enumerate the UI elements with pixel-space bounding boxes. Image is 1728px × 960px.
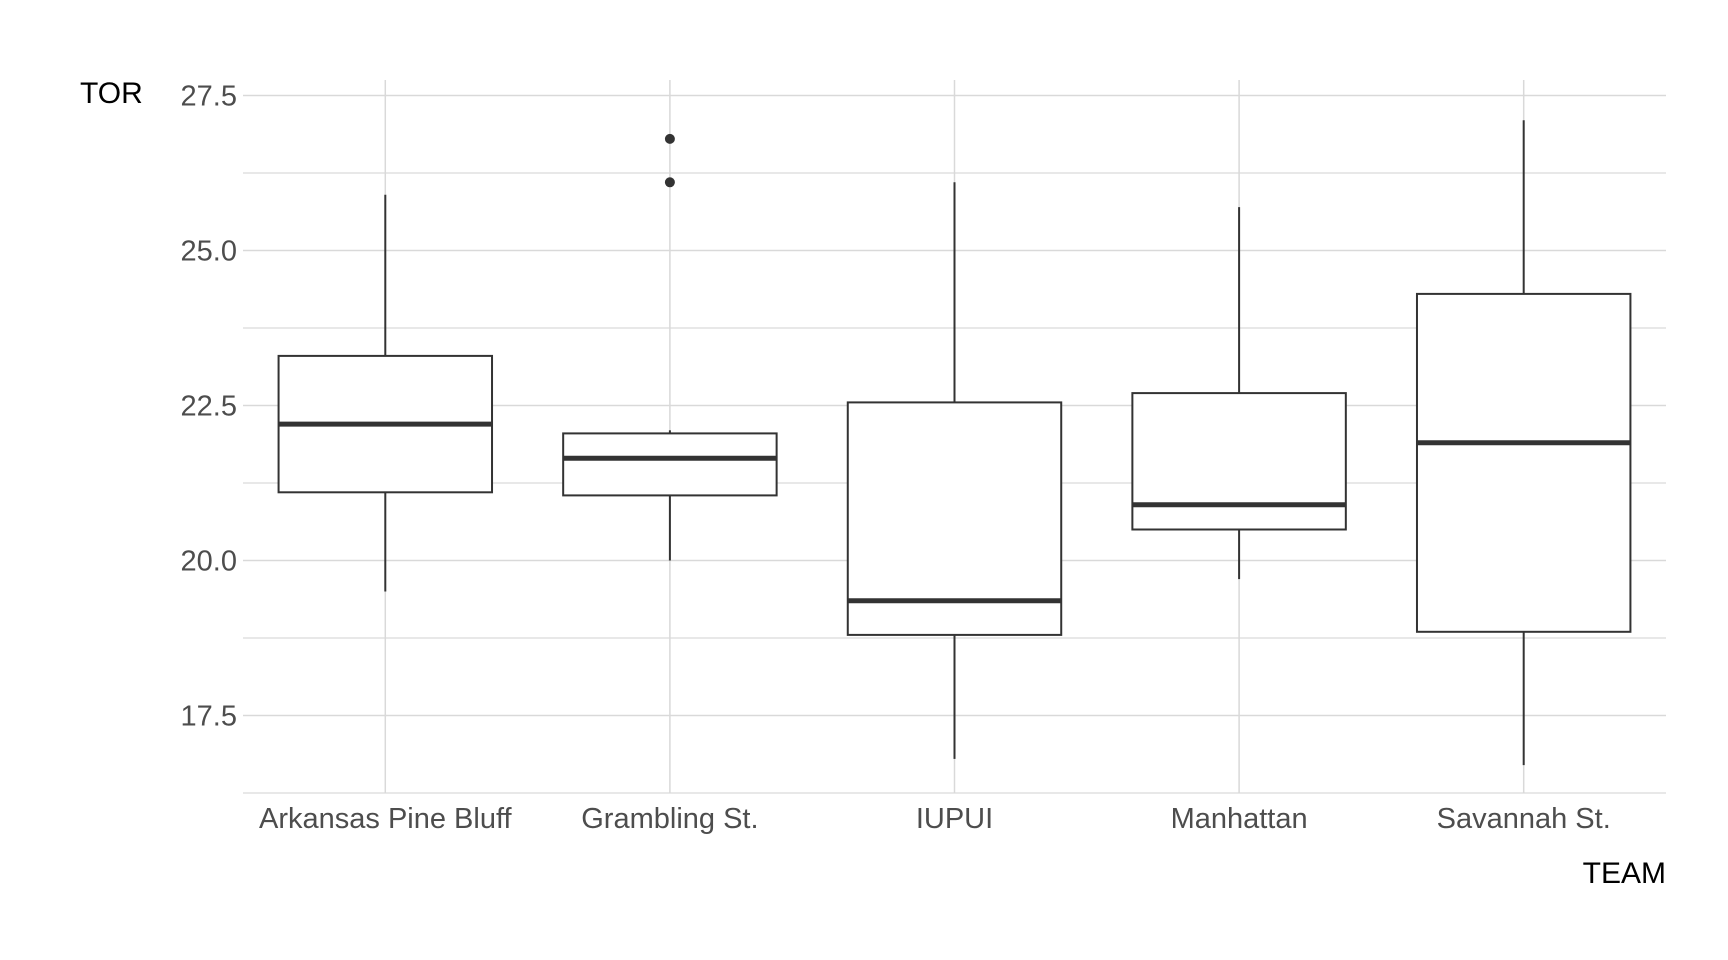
y-tick-label: 22.5 [181, 391, 237, 423]
x-axis-title: TEAM [1583, 857, 1666, 890]
y-tick-label: 17.5 [181, 701, 237, 733]
x-tick-label: Arkansas Pine Bluff [259, 803, 512, 835]
x-tick-label: IUPUI [916, 803, 993, 835]
y-tick-label: 27.5 [181, 81, 237, 113]
iqr-box [846, 401, 1063, 636]
y-tick-label: 20.0 [181, 546, 237, 578]
box-layer [277, 120, 1632, 766]
box-group [1131, 207, 1347, 580]
box-group [277, 194, 494, 592]
box-group [846, 182, 1063, 759]
outlier-point [664, 133, 675, 144]
iqr-box [1415, 292, 1632, 633]
box-group [1415, 120, 1632, 766]
x-tick-label: Savannah St. [1437, 803, 1611, 835]
y-axis-title: TOR [80, 77, 143, 110]
x-tick-label: Grambling St. [581, 803, 758, 835]
y-tick-label: 25.0 [181, 236, 237, 268]
outlier-point [664, 177, 675, 188]
x-tick-label: Manhattan [1171, 803, 1308, 835]
iqr-box [562, 432, 778, 497]
box-group [562, 133, 778, 561]
iqr-box [1131, 392, 1347, 531]
label-layer: 17.5 20.0 22.5 25.0 27.5 Arkansas Pine Bluff G… [181, 81, 1611, 836]
